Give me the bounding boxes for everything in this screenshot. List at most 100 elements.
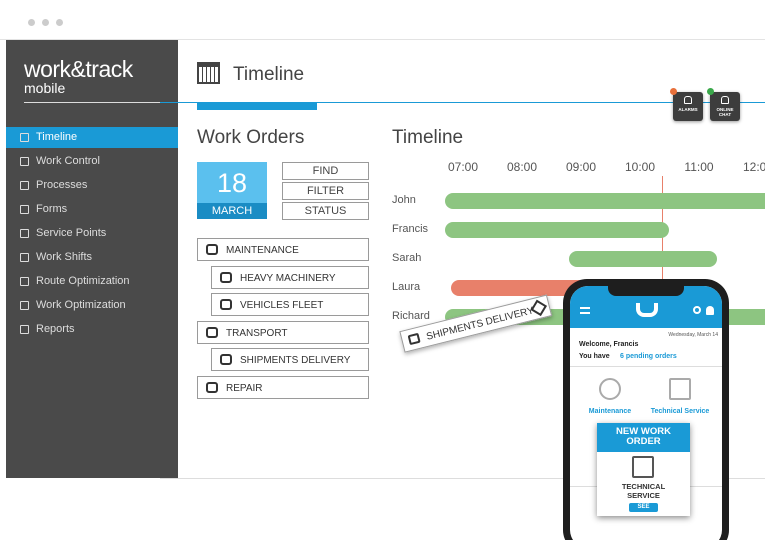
work-order-item[interactable]: VEHICLES FLEET <box>211 293 369 316</box>
header-button-label: ALARMS <box>678 107 698 112</box>
popup-item: TECHNICAL SERVICE <box>621 482 666 500</box>
item-label: REPAIR <box>226 382 263 394</box>
header-button-icon <box>684 96 692 104</box>
menu-icon <box>20 253 29 262</box>
item-label: SHIPMENTS DELIVERY <box>425 305 536 343</box>
row-name: Sarah <box>392 252 422 264</box>
row-name: John <box>392 194 416 206</box>
menu-icon <box>20 277 29 286</box>
timeline-title: Timeline <box>392 127 464 148</box>
menu-label: Forms <box>36 203 68 215</box>
item-icon <box>220 271 232 283</box>
header-button[interactable]: ALARMS <box>673 92 703 121</box>
time-bar[interactable] <box>445 193 765 209</box>
phone-date: Wednesday, March 14 <box>668 332 718 338</box>
date-day: 18 <box>216 168 248 198</box>
menu-item[interactable]: Timeline <box>6 127 178 148</box>
item-icon <box>206 326 218 338</box>
window-dot <box>42 19 49 26</box>
work-order-item[interactable]: TRANSPORT <box>197 320 369 344</box>
work-order-item[interactable]: SHIPMENTS DELIVERY <box>211 348 369 371</box>
popup-icon <box>632 456 654 478</box>
menu-icon <box>20 205 29 214</box>
menu-item[interactable]: Work Shifts <box>6 247 178 268</box>
time-bar[interactable] <box>445 222 670 238</box>
header-button[interactable]: ONLINE CHAT <box>710 92 740 121</box>
header-title: Timeline <box>233 64 305 85</box>
sidebar: work&track mobile Timeline Work Control Pr… <box>6 40 178 478</box>
bell-button[interactable] <box>706 306 714 315</box>
work-orders-title: Work Orders <box>197 127 305 148</box>
menu-label: Route Optimization <box>36 275 130 287</box>
menu-label: Processes <box>36 179 88 191</box>
menu-item[interactable]: Work Optimization <box>6 295 178 316</box>
menu-icon <box>20 133 29 142</box>
item-icon <box>220 354 232 365</box>
action-label: STATUS <box>304 205 347 217</box>
tile-icon[interactable] <box>669 378 691 400</box>
hour-label: 07:00 <box>447 160 479 174</box>
action-button[interactable]: FIND <box>282 162 369 180</box>
tile-icon[interactable] <box>599 378 621 400</box>
browser-bar <box>0 0 765 40</box>
menu-item[interactable]: Route Optimization <box>6 271 178 292</box>
phone-notch <box>608 286 684 296</box>
action-button[interactable]: FILTER <box>282 182 369 200</box>
tile-label[interactable]: Maintenance <box>588 408 632 415</box>
popup-header: NEW WORK ORDER <box>597 423 690 452</box>
logo: work&track <box>24 56 133 82</box>
calendar-icon <box>197 62 220 84</box>
menu-item[interactable]: Service Points <box>6 223 178 244</box>
menu-label: Reports <box>36 323 75 335</box>
tile-label[interactable]: Technical Service <box>650 408 710 415</box>
menu-icon <box>20 181 29 190</box>
menu-item[interactable]: Forms <box>6 199 178 220</box>
hour-label: 08:00 <box>506 160 538 174</box>
work-order-item[interactable]: HEAVY MACHINERY <box>211 265 369 289</box>
phone: Wednesday, March 14 Welcome, Francis You h… <box>563 279 729 540</box>
time-bar[interactable] <box>569 251 717 267</box>
date-month: MARCH <box>197 203 267 219</box>
action-label: FILTER <box>306 185 345 197</box>
item-label: MAINTENANCE <box>226 245 299 256</box>
action-button[interactable]: STATUS <box>282 202 369 220</box>
work-order-item[interactable]: REPAIR <box>197 375 369 399</box>
work-order-item[interactable]: MAINTENANCE <box>197 238 369 261</box>
search-button[interactable] <box>693 306 701 314</box>
logo-underline <box>24 102 160 103</box>
header-line <box>160 102 765 103</box>
item-icon <box>407 332 421 346</box>
header-button-icon <box>721 96 729 104</box>
menu-icon <box>20 301 29 310</box>
hour-label: 11:00 <box>684 160 714 174</box>
hour-label: 09:00 <box>565 160 597 174</box>
menu-button[interactable] <box>580 307 590 314</box>
header-button-label: ONLINE CHAT <box>716 107 734 117</box>
menu-label: Work Control <box>36 155 100 167</box>
header-accent <box>197 103 317 110</box>
item-label: VEHICLES FLEET <box>240 300 324 311</box>
logo-sub: mobile <box>24 80 66 96</box>
app-logo <box>636 303 658 317</box>
menu-item[interactable]: Work Control <box>6 151 178 172</box>
action-label: FIND <box>312 165 339 177</box>
popup-button[interactable]: SEE <box>629 503 658 512</box>
item-label: SHIPMENTS DELIVERY <box>240 355 351 366</box>
menu-item[interactable]: Processes <box>6 175 178 196</box>
hour-label: 10:00 <box>624 160 656 174</box>
item-icon <box>206 244 218 255</box>
menu-label: Timeline <box>36 131 78 143</box>
menu-item[interactable]: Reports <box>6 319 178 340</box>
item-icon <box>220 299 232 310</box>
row-name: Francis <box>392 223 429 235</box>
menu-icon <box>20 229 29 238</box>
item-label: HEAVY MACHINERY <box>240 272 336 284</box>
menu-label: Service Points <box>36 227 107 239</box>
divider <box>570 366 722 367</box>
menu-label: Work Shifts <box>36 251 93 263</box>
popup: NEW WORK ORDER TECHNICAL SERVICE SEE <box>597 423 690 516</box>
pending-text: You have <box>579 353 610 360</box>
pending-link[interactable]: 6 pending orders <box>620 353 677 360</box>
